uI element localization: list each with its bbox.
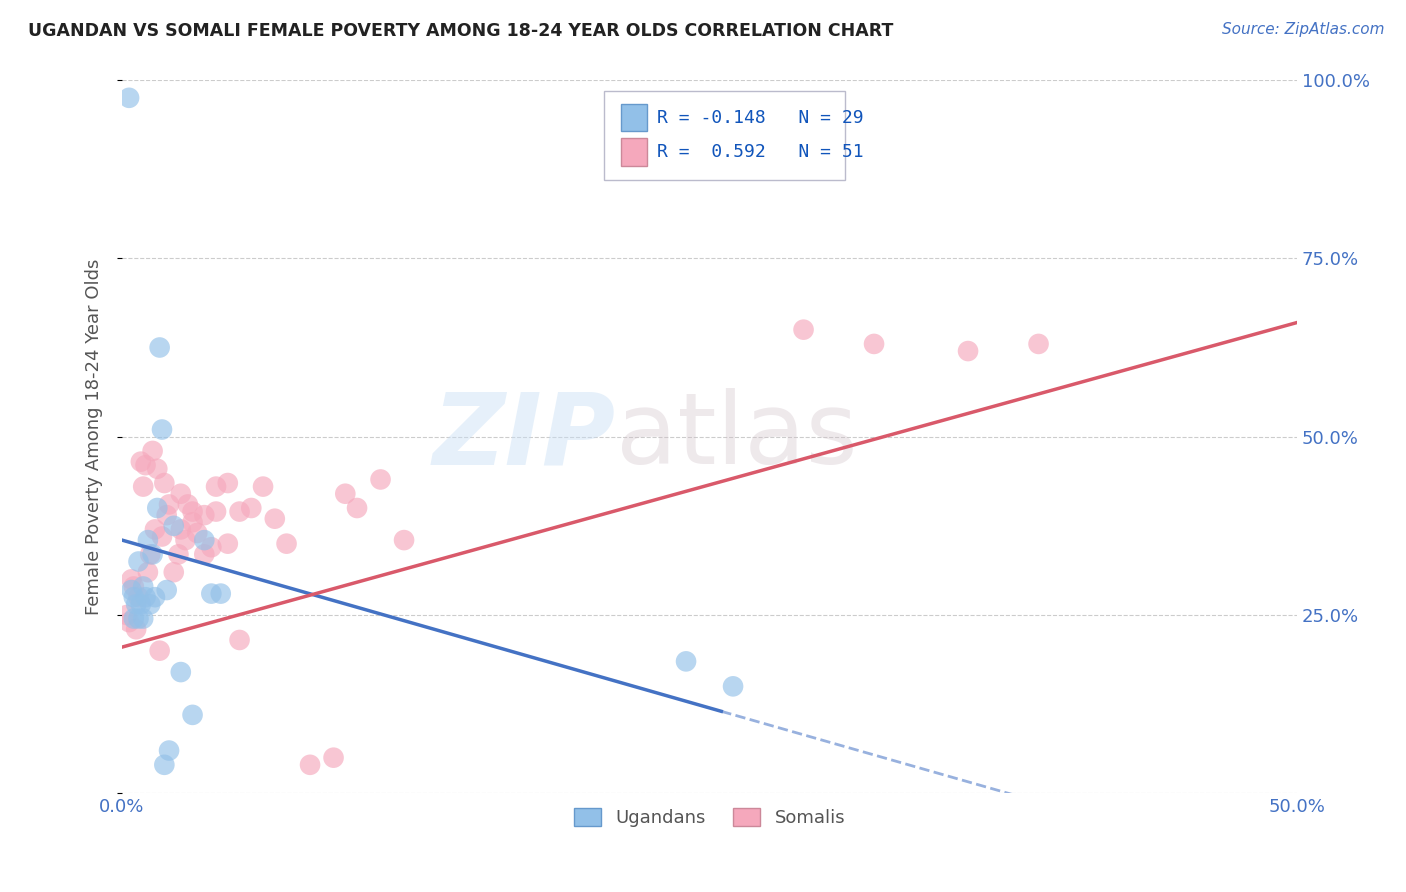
Point	[118, 615, 141, 629]
Point	[252, 480, 274, 494]
Point	[205, 480, 228, 494]
Point	[170, 665, 193, 679]
Point	[135, 458, 157, 473]
Point	[128, 590, 150, 604]
Point	[136, 533, 159, 547]
Point	[675, 654, 697, 668]
Point	[136, 565, 159, 579]
Point	[139, 597, 162, 611]
Point	[177, 498, 200, 512]
Point	[209, 586, 232, 600]
Point	[200, 586, 222, 600]
Point	[346, 501, 368, 516]
Point	[181, 707, 204, 722]
Point	[1028, 337, 1050, 351]
Point	[240, 501, 263, 516]
FancyBboxPatch shape	[621, 104, 647, 131]
Point	[122, 590, 145, 604]
Y-axis label: Female Poverty Among 18-24 Year Olds: Female Poverty Among 18-24 Year Olds	[86, 259, 103, 615]
Point	[276, 536, 298, 550]
Point	[193, 547, 215, 561]
Point	[135, 590, 157, 604]
Point	[181, 505, 204, 519]
Text: R =  0.592   N = 51: R = 0.592 N = 51	[657, 143, 863, 161]
Point	[143, 590, 166, 604]
Point	[170, 487, 193, 501]
Point	[149, 341, 172, 355]
Point	[205, 505, 228, 519]
Point	[263, 512, 285, 526]
Point	[217, 476, 239, 491]
Text: UGANDAN VS SOMALI FEMALE POVERTY AMONG 18-24 YEAR OLDS CORRELATION CHART: UGANDAN VS SOMALI FEMALE POVERTY AMONG 1…	[28, 22, 893, 40]
Point	[128, 554, 150, 568]
Point	[132, 480, 155, 494]
Point	[125, 622, 148, 636]
Point	[167, 547, 190, 561]
Point	[150, 423, 173, 437]
Point	[157, 743, 180, 757]
Point	[156, 582, 179, 597]
Point	[142, 547, 165, 561]
Point	[163, 519, 186, 533]
Point	[142, 444, 165, 458]
Point	[120, 582, 142, 597]
Point	[153, 757, 176, 772]
Point	[146, 501, 169, 516]
Text: R = -0.148   N = 29: R = -0.148 N = 29	[657, 109, 863, 127]
Point	[186, 525, 208, 540]
Legend: Ugandans, Somalis: Ugandans, Somalis	[567, 800, 852, 834]
Point	[150, 529, 173, 543]
Point	[200, 540, 222, 554]
Point	[163, 565, 186, 579]
Point	[132, 611, 155, 625]
Point	[322, 750, 344, 764]
Point	[122, 611, 145, 625]
Point	[156, 508, 179, 523]
Point	[120, 572, 142, 586]
Point	[174, 533, 197, 547]
Point	[863, 337, 886, 351]
Point	[129, 597, 152, 611]
Point	[793, 323, 815, 337]
Point	[153, 476, 176, 491]
Point	[299, 757, 322, 772]
Point	[217, 536, 239, 550]
Point	[193, 533, 215, 547]
Point	[957, 344, 980, 359]
Point	[392, 533, 415, 547]
Point	[228, 505, 250, 519]
Text: atlas: atlas	[616, 388, 858, 485]
FancyBboxPatch shape	[603, 91, 845, 180]
Point	[721, 679, 744, 693]
Point	[335, 487, 357, 501]
Point	[132, 579, 155, 593]
Point	[125, 597, 148, 611]
Point	[193, 508, 215, 523]
Point	[157, 498, 180, 512]
Point	[228, 632, 250, 647]
Point	[170, 523, 193, 537]
Point	[128, 611, 150, 625]
FancyBboxPatch shape	[621, 138, 647, 166]
Point	[118, 91, 141, 105]
Point	[149, 643, 172, 657]
Point	[115, 607, 138, 622]
Point	[370, 473, 392, 487]
Point	[181, 516, 204, 530]
Point	[129, 455, 152, 469]
Point	[146, 462, 169, 476]
Text: Source: ZipAtlas.com: Source: ZipAtlas.com	[1222, 22, 1385, 37]
Point	[122, 579, 145, 593]
Point	[139, 547, 162, 561]
Point	[143, 523, 166, 537]
Text: ZIP: ZIP	[433, 388, 616, 485]
